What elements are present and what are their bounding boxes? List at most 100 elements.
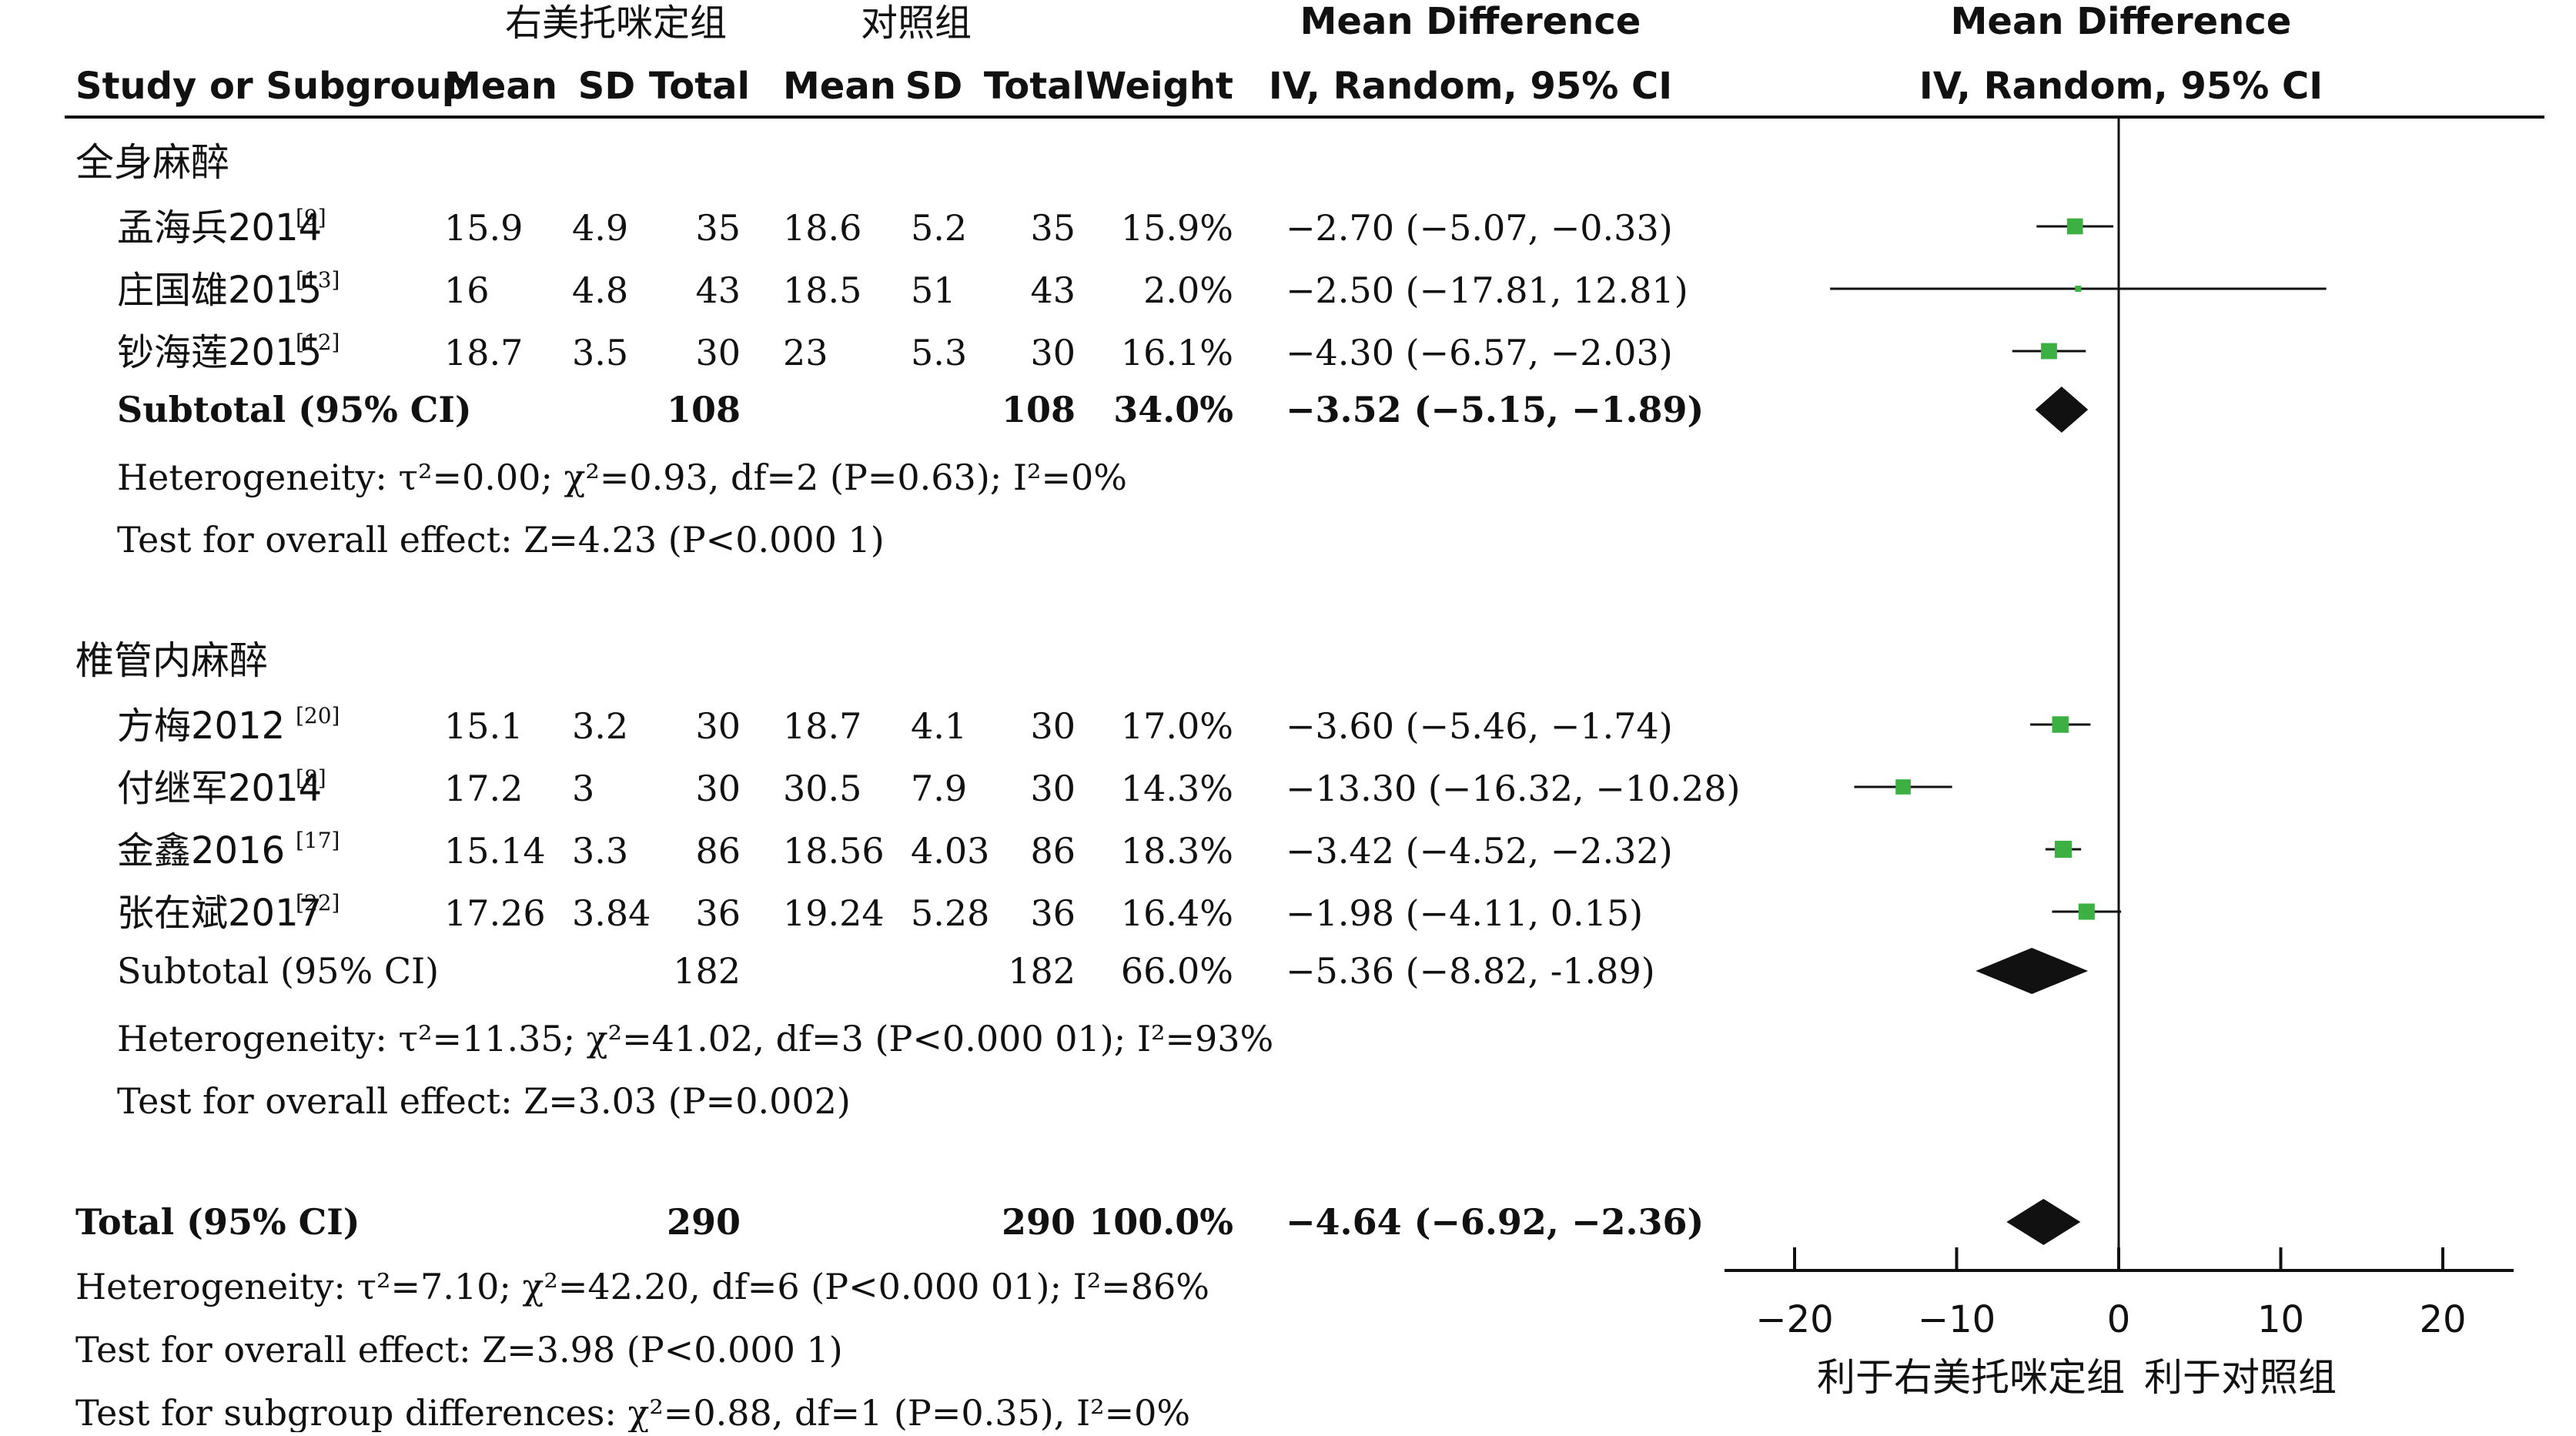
study-name: 张在斌2017 bbox=[117, 892, 322, 935]
summary-total-t: 290 bbox=[667, 1201, 741, 1243]
study-reference: [8] bbox=[296, 765, 326, 791]
x-axis-tick-label: 0 bbox=[2107, 1298, 2131, 1341]
study-total-c: 86 bbox=[1030, 830, 1076, 872]
header-mean-t: Mean bbox=[444, 65, 557, 108]
study-total-c: 30 bbox=[1030, 332, 1076, 373]
footer-statistic: Test for overall effect: Z=3.98 (P<0.000… bbox=[75, 1329, 843, 1371]
study-sd-c: 5.3 bbox=[911, 332, 967, 373]
study-effect-marker bbox=[2041, 343, 2057, 360]
summary-weight: 100.0% bbox=[1089, 1201, 1233, 1243]
study-effect-marker bbox=[2054, 840, 2073, 859]
subgroup-heterogeneity: Heterogeneity: τ²=0.00; χ²=0.93, df=2 (P… bbox=[117, 457, 1127, 498]
study-total-c: 36 bbox=[1030, 892, 1076, 934]
md-header-line2: IV, Random, 95% CI bbox=[1269, 65, 1672, 108]
study-mean-t: 15.14 bbox=[444, 830, 546, 872]
summary-diamond bbox=[2006, 1199, 2081, 1245]
study-total-c: 30 bbox=[1030, 768, 1076, 809]
study-sd-c: 51 bbox=[911, 269, 956, 311]
study-sd-t: 3.84 bbox=[572, 892, 651, 934]
study-mean-t: 18.7 bbox=[444, 332, 523, 373]
study-weight: 18.3% bbox=[1121, 830, 1233, 872]
study-sd-t: 3.2 bbox=[572, 705, 628, 747]
summary-weight: 34.0% bbox=[1113, 389, 1233, 430]
x-axis-tick-label: 20 bbox=[2419, 1298, 2466, 1341]
study-mean-c: 18.5 bbox=[783, 269, 861, 311]
x-axis-tick-label: −10 bbox=[1918, 1298, 1996, 1341]
study-mean-c: 18.6 bbox=[783, 207, 861, 249]
study-effect-marker bbox=[1895, 779, 1911, 795]
summary-label: Total (95% CI) bbox=[75, 1201, 360, 1243]
study-sd-t: 4.8 bbox=[572, 269, 628, 311]
subgroup-overall-effect: Test for overall effect: Z=4.23 (P<0.000… bbox=[117, 519, 885, 561]
favours-left-label: 利于右美托咪定组 bbox=[1817, 1355, 2125, 1400]
header-total-c: Total bbox=[984, 65, 1085, 108]
plot-header-line1: Mean Difference bbox=[1951, 0, 2292, 43]
header-mean-c: Mean bbox=[783, 65, 896, 108]
summary-diamond bbox=[1975, 948, 2089, 994]
header-weight: Weight bbox=[1086, 65, 1233, 108]
study-mean-t: 16 bbox=[444, 269, 490, 311]
study-sd-c: 5.2 bbox=[911, 207, 967, 249]
study-mean-c: 19.24 bbox=[783, 892, 885, 934]
study-mean-c: 23 bbox=[783, 332, 828, 373]
footer-statistic: Test for subgroup differences: χ²=0.88, … bbox=[75, 1392, 1190, 1432]
study-total-t: 30 bbox=[695, 768, 741, 809]
study-sd-t: 3 bbox=[572, 768, 594, 809]
study-name: 付继军2014 bbox=[117, 767, 322, 810]
study-mean-c: 18.7 bbox=[783, 705, 861, 747]
study-reference: [9] bbox=[296, 205, 326, 230]
footer-statistic: Heterogeneity: τ²=7.10; χ²=42.20, df=6 (… bbox=[75, 1266, 1209, 1307]
study-reference: [17] bbox=[296, 828, 340, 853]
study-name: 钞海莲2015 bbox=[117, 331, 322, 374]
study-ci-text: −13.30 (−16.32, −10.28) bbox=[1286, 768, 1740, 809]
study-sd-t: 3.5 bbox=[572, 332, 628, 373]
study-weight: 14.3% bbox=[1121, 768, 1233, 809]
summary-total-t: 182 bbox=[673, 950, 741, 992]
study-effect-marker bbox=[2078, 903, 2095, 920]
study-total-t: 43 bbox=[695, 269, 741, 311]
study-total-c: 43 bbox=[1030, 269, 1076, 311]
study-reference: [20] bbox=[296, 703, 340, 728]
study-weight: 17.0% bbox=[1121, 705, 1233, 747]
study-mean-t: 15.9 bbox=[444, 207, 523, 249]
study-sd-c: 4.1 bbox=[911, 705, 967, 747]
study-total-t: 36 bbox=[695, 892, 741, 934]
study-total-c: 35 bbox=[1030, 207, 1076, 249]
study-sd-c: 5.28 bbox=[911, 892, 989, 934]
treatment-group-header: 右美托咪定组 bbox=[505, 2, 727, 45]
study-weight: 16.4% bbox=[1121, 892, 1233, 934]
study-mean-c: 30.5 bbox=[783, 768, 861, 809]
subgroup-title: 椎管内麻醉 bbox=[75, 638, 268, 683]
x-axis-tick-label: 10 bbox=[2257, 1298, 2304, 1341]
study-total-t: 35 bbox=[695, 207, 741, 249]
x-axis-tick-label: −20 bbox=[1755, 1298, 1833, 1341]
study-sd-c: 7.9 bbox=[911, 768, 967, 809]
summary-total-c: 108 bbox=[1002, 389, 1076, 430]
study-weight: 15.9% bbox=[1121, 207, 1233, 249]
study-reference: [12] bbox=[296, 330, 340, 355]
study-ci-text: −3.60 (−5.46, −1.74) bbox=[1286, 705, 1673, 747]
study-ci-text: −4.30 (−6.57, −2.03) bbox=[1286, 332, 1673, 373]
summary-diamond bbox=[2035, 387, 2089, 433]
study-name: 庄国雄2015 bbox=[117, 269, 322, 312]
study-ci-text: −1.98 (−4.11, 0.15) bbox=[1286, 892, 1643, 934]
study-ci-text: −3.42 (−4.52, −2.32) bbox=[1286, 830, 1673, 872]
study-ci-text: −2.70 (−5.07, −0.33) bbox=[1286, 207, 1673, 249]
study-mean-t: 17.26 bbox=[444, 892, 546, 934]
study-ci-text: −2.50 (−17.81, 12.81) bbox=[1286, 269, 1688, 311]
subgroup-heterogeneity: Heterogeneity: τ²=11.35; χ²=41.02, df=3 … bbox=[117, 1018, 1273, 1059]
study-effect-marker bbox=[2066, 218, 2083, 235]
study-weight: 2.0% bbox=[1143, 269, 1233, 311]
favours-right-label: 利于对照组 bbox=[2144, 1355, 2337, 1400]
header-sd-t: SD bbox=[578, 65, 635, 108]
study-name: 孟海兵2014 bbox=[117, 206, 322, 249]
summary-label: Subtotal (95% CI) bbox=[117, 389, 472, 430]
study-mean-t: 17.2 bbox=[444, 768, 523, 809]
study-reference: [13] bbox=[296, 267, 340, 293]
control-group-header: 对照组 bbox=[861, 2, 972, 45]
summary-weight: 66.0% bbox=[1121, 950, 1233, 992]
summary-label: Subtotal (95% CI) bbox=[117, 950, 439, 992]
summary-ci-text: −4.64 (−6.92, −2.36) bbox=[1286, 1201, 1704, 1243]
